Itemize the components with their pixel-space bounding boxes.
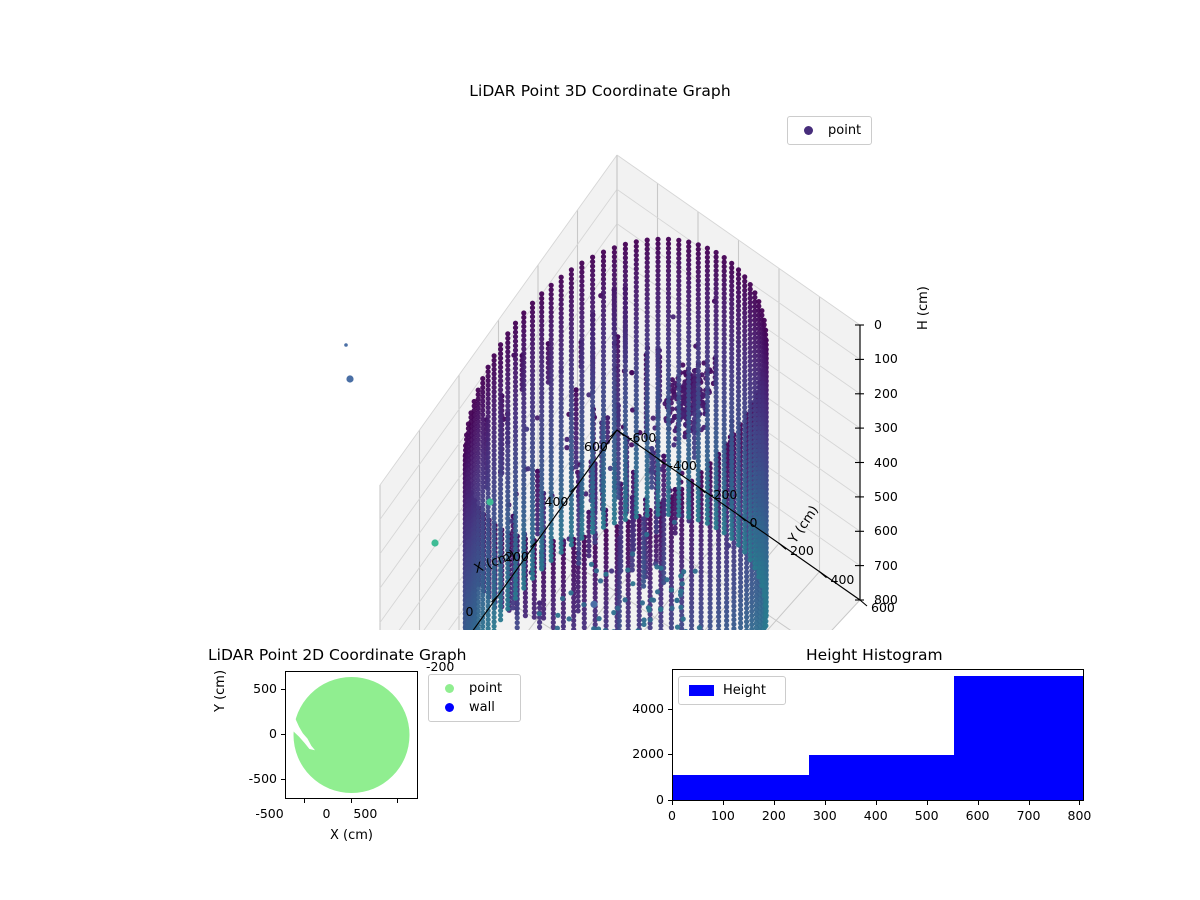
plot3d-ytick: -400: [668, 458, 697, 474]
plot2d-xtick-mark: [397, 799, 399, 803]
histogram-xtick: 600: [965, 808, 990, 823]
histogram-title: Height Histogram: [806, 646, 943, 664]
plot2d-ytick-mark: [281, 779, 285, 780]
plot3d-xtick: -200: [426, 659, 455, 674]
legend-item-point: point: [436, 679, 513, 698]
legend-item-wall: wall: [436, 698, 513, 717]
histogram-bar: [954, 676, 1083, 800]
plot3d-ztick: 400: [874, 454, 898, 470]
histogram-xtick: 800: [1067, 808, 1092, 823]
histogram-xtick: 500: [914, 808, 939, 823]
plot2d-xtick-mark: [303, 799, 305, 803]
plot3d-ytick: -200: [709, 486, 738, 502]
histogram-ytick-mark: [668, 754, 672, 756]
plot2d-ytick-mark: [281, 689, 285, 690]
histogram-xtick-mark: [926, 801, 928, 805]
histogram-xtick: 200: [761, 808, 786, 823]
plot3d-ztick: 600: [874, 523, 898, 539]
plot3d-axis-lines: [472, 324, 868, 630]
histogram-xtick-mark: [672, 801, 673, 805]
histogram-ytick: 4000: [632, 700, 664, 716]
plot2d-axes[interactable]: [285, 671, 418, 799]
plot3d-legend: point: [787, 116, 872, 145]
plot3d-ztick: 700: [874, 557, 898, 573]
histogram-xtick: 300: [812, 808, 837, 823]
plot3d-xtick: 600: [584, 439, 608, 454]
plot3d-ytick: 200: [790, 543, 814, 559]
plot2d-legend: point wall: [428, 674, 521, 722]
wall-marker-icon: [436, 703, 462, 712]
plot3d-title: LiDAR Point 3D Coordinate Graph: [469, 82, 731, 100]
plot3d-ztick: 0: [874, 317, 882, 332]
plot3d-ztick: 200: [874, 385, 898, 401]
legend-label: point: [469, 681, 503, 696]
histogram-ytick-mark: [668, 708, 672, 710]
histogram-xtick: 0: [668, 808, 676, 823]
plot2d-xtick: 500: [353, 806, 378, 821]
plot2d-title: LiDAR Point 2D Coordinate Graph: [208, 646, 467, 664]
plot2d-xlabel: X (cm): [330, 828, 373, 843]
plot2d-ytick: 500: [253, 681, 277, 696]
plot3d-ztick: 100: [874, 351, 898, 367]
plot3d-ztick: 300: [874, 420, 898, 436]
plot3d-xtick: 200: [505, 549, 529, 564]
plot2d-ytick: 0: [269, 726, 277, 741]
histogram-xtick: 700: [1016, 808, 1041, 823]
legend-item-point: point: [795, 121, 864, 140]
histogram-xtick-mark: [875, 801, 877, 805]
histogram-xtick: 100: [710, 808, 735, 823]
plot2d-ytick-mark: [281, 734, 285, 735]
histogram-xtick-mark: [977, 801, 979, 805]
histogram-ytick: 0: [656, 792, 664, 807]
legend-label: point: [828, 123, 862, 138]
legend-label: wall: [469, 700, 495, 715]
histogram-xtick-mark: [773, 801, 775, 805]
plot3d-xtick: 400: [544, 494, 569, 509]
histogram-xtick-mark: [824, 801, 826, 805]
histogram-bar: [809, 755, 955, 800]
histogram-bar: [673, 774, 810, 800]
histogram-ytick: 2000: [632, 746, 664, 762]
point-marker-icon: [436, 684, 462, 693]
histogram-xtick-mark: [1079, 801, 1081, 805]
histogram-ytick-mark: [668, 800, 672, 801]
plot3d-xtick: 0: [465, 604, 474, 619]
plot3d-ztick: 500: [874, 488, 898, 504]
point-marker-icon: [795, 126, 821, 135]
plot2d-point-cloud: [286, 677, 410, 793]
histogram-xtick-mark: [1028, 801, 1030, 805]
histogram-xtick: 400: [863, 808, 888, 823]
plot3d-ytick: 0: [749, 515, 758, 530]
plot3d-ytick: -600: [628, 430, 657, 445]
plot2d-xtick: 0: [322, 806, 331, 821]
legend-label: Height: [723, 683, 766, 698]
plot2d-ylabel: Y (cm): [213, 669, 228, 712]
plot2d-xtick-mark: [350, 799, 352, 803]
legend-item-height: Height: [686, 681, 778, 700]
plot3d-axes[interactable]: [330, 140, 910, 630]
plot3d-ytick: 400: [830, 571, 855, 587]
histogram-legend: Height: [678, 676, 786, 705]
plot2d-ytick: -500: [248, 771, 277, 786]
plot3d-ztick: 800: [874, 592, 898, 607]
plot2d-xtick: -500: [255, 806, 284, 821]
plot3d-zlabel: H (cm): [916, 286, 931, 330]
histogram-xtick-mark: [722, 801, 724, 805]
plot3d-ytick: 600: [871, 600, 895, 615]
height-patch-icon: [686, 685, 716, 696]
